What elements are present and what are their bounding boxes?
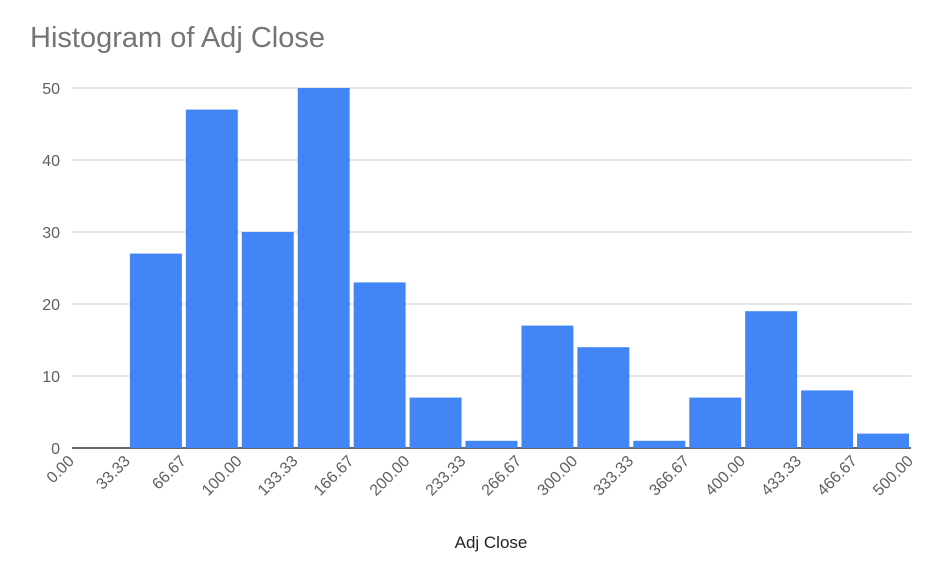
y-tick-label: 50 <box>42 81 60 98</box>
histogram-bar <box>241 232 294 448</box>
x-tick-label: 366.67 <box>646 453 693 500</box>
x-tick-label: 133.33 <box>255 453 302 500</box>
x-tick-label: 433.33 <box>758 453 805 500</box>
x-tick-label: 500.00 <box>870 453 917 500</box>
y-tick-label: 30 <box>42 225 60 242</box>
histogram-bar <box>129 253 182 448</box>
y-tick-label: 10 <box>42 369 60 386</box>
histogram-bar <box>465 440 518 448</box>
histogram-bar <box>801 390 854 448</box>
y-axis-ticks: 0 10 20 30 40 50 <box>42 81 60 458</box>
histogram-bar <box>185 109 238 448</box>
x-axis-ticks: 0.00 33.33 66.67 100.00 133.33 166.67 200.00 23… <box>44 453 917 500</box>
y-tick-label: 20 <box>42 297 60 314</box>
histogram-bar <box>633 440 686 448</box>
histogram-bar <box>297 88 350 448</box>
y-tick-label: 0 <box>51 441 60 458</box>
histogram-bar <box>689 397 742 448</box>
x-axis-label: Adj Close <box>455 533 528 552</box>
x-tick-label: 466.67 <box>814 453 861 500</box>
x-tick-label: 200.00 <box>367 453 414 500</box>
x-tick-label: 400.00 <box>702 453 749 500</box>
histogram-bar <box>409 397 462 448</box>
histogram-bar <box>521 325 574 448</box>
x-tick-label: 166.67 <box>311 453 358 500</box>
x-tick-label: 333.33 <box>591 453 638 500</box>
x-tick-label: 66.67 <box>149 453 189 493</box>
chart-title: Histogram of Adj Close <box>30 22 325 54</box>
x-tick-label: 266.67 <box>479 453 526 500</box>
histogram-bar <box>353 282 406 448</box>
histogram-bar <box>577 347 630 448</box>
x-tick-label: 33.33 <box>93 453 133 493</box>
x-tick-label: 233.33 <box>423 453 470 500</box>
y-tick-label: 40 <box>42 153 60 170</box>
histogram-bar <box>857 433 909 448</box>
x-tick-label: 100.00 <box>199 453 246 500</box>
x-tick-label: 0.00 <box>44 453 78 487</box>
x-tick-label: 300.00 <box>535 453 582 500</box>
histogram-bar <box>745 311 798 448</box>
bars <box>129 88 909 448</box>
